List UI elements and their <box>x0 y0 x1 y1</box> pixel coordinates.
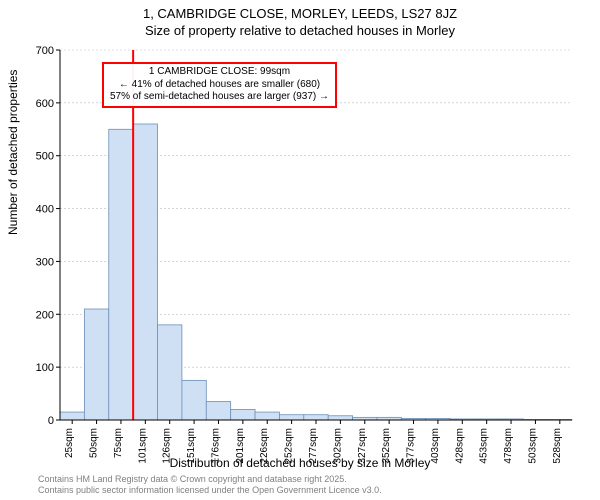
x-axis-label: Distribution of detached houses by size … <box>0 456 600 470</box>
annotation-callout: 1 CAMBRIDGE CLOSE: 99sqm ← 41% of detach… <box>102 62 337 108</box>
footer-line-1: Contains HM Land Registry data © Crown c… <box>38 474 382 485</box>
svg-text:600: 600 <box>36 98 54 110</box>
svg-text:0: 0 <box>48 415 54 427</box>
svg-text:700: 700 <box>36 45 54 57</box>
svg-text:200: 200 <box>36 309 54 321</box>
svg-text:25sqm: 25sqm <box>64 428 75 458</box>
annotation-line-1: 1 CAMBRIDGE CLOSE: 99sqm <box>110 66 329 79</box>
chart-container: 1, CAMBRIDGE CLOSE, MORLEY, LEEDS, LS27 … <box>0 0 600 500</box>
svg-text:75sqm: 75sqm <box>113 428 124 458</box>
histogram-bars <box>60 124 572 420</box>
y-axis: 0 100 200 300 400 500 600 700 <box>36 45 60 427</box>
annotation-line-3: 57% of semi-detached houses are larger (… <box>110 91 329 104</box>
svg-text:500: 500 <box>36 151 54 163</box>
svg-text:400: 400 <box>36 204 54 216</box>
footer-line-2: Contains public sector information licen… <box>38 485 382 496</box>
annotation-line-2: ← 41% of detached houses are smaller (68… <box>110 79 329 92</box>
footer-attribution: Contains HM Land Registry data © Crown c… <box>38 474 382 496</box>
svg-text:50sqm: 50sqm <box>89 428 100 458</box>
svg-text:300: 300 <box>36 256 54 268</box>
svg-text:100: 100 <box>36 362 54 374</box>
